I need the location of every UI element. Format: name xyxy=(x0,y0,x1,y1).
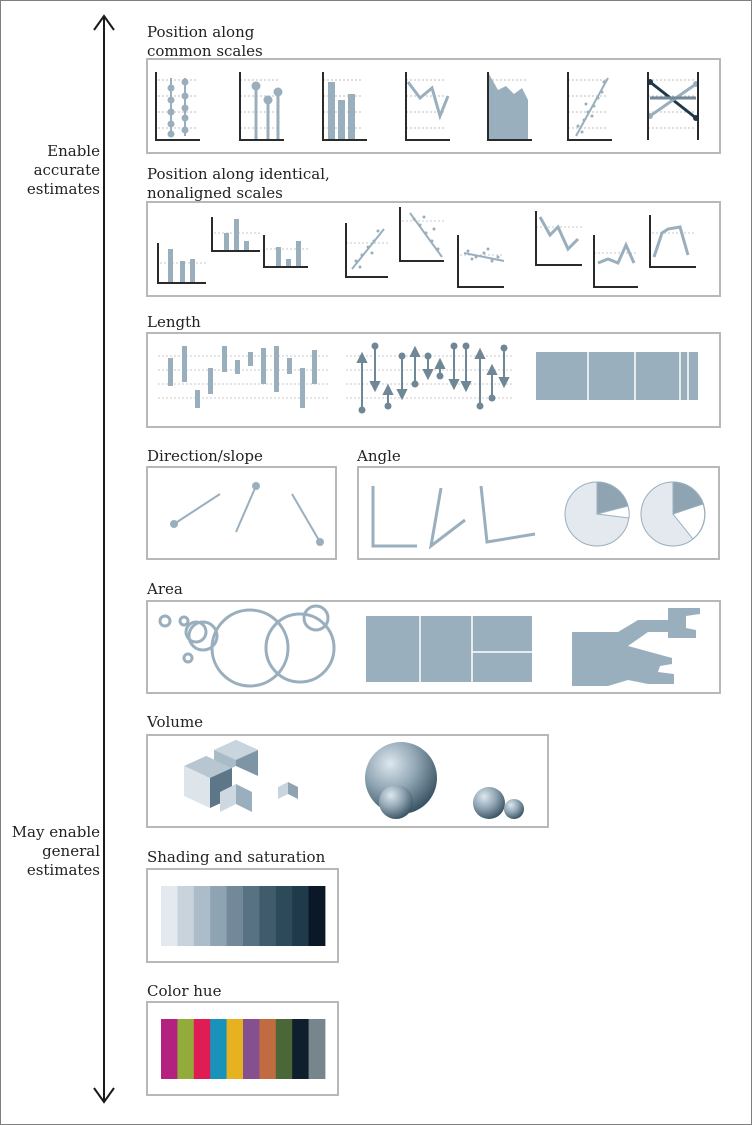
hue-swatch-7 xyxy=(259,1019,277,1079)
position-nonaligned-charts xyxy=(157,207,696,288)
angle-panel xyxy=(357,466,720,560)
title-line: nonaligned scales xyxy=(147,184,283,202)
section-title-length: Length xyxy=(147,313,201,331)
length-panel xyxy=(146,332,721,428)
hue-swatch-5 xyxy=(226,1019,244,1079)
label-line: Enable xyxy=(47,142,100,160)
label-line: general xyxy=(42,842,100,860)
shading-swatch-10 xyxy=(308,886,326,946)
label-line: estimates xyxy=(26,861,100,879)
shading-swatch-4 xyxy=(210,886,227,946)
length-charts xyxy=(158,342,698,414)
hue-swatch-3 xyxy=(193,1019,211,1079)
position-common-charts xyxy=(155,72,699,141)
section-title-volume: Volume xyxy=(147,713,204,731)
section-title-position-common: Position along common scales xyxy=(147,23,263,61)
may-enable-general-label: May enable general estimates xyxy=(4,823,100,880)
title-line: Position along identical, xyxy=(147,165,330,183)
hue-swatches xyxy=(161,1019,326,1079)
hue-swatch-9 xyxy=(292,1019,309,1079)
volume-panel xyxy=(146,734,549,828)
shading-swatch-2 xyxy=(177,886,195,946)
label-line: May enable xyxy=(11,823,100,841)
shading-swatches xyxy=(161,886,326,946)
shading-swatch-8 xyxy=(275,886,293,946)
section-title-angle: Angle xyxy=(357,447,401,465)
section-title-shading: Shading and saturation xyxy=(147,848,326,866)
area-panel xyxy=(146,600,721,694)
direction-panel xyxy=(146,466,337,560)
volume-charts xyxy=(184,740,524,819)
area-charts xyxy=(158,604,700,688)
title-line: Position along xyxy=(147,23,255,41)
section-title-position-nonaligned: Position along identical, nonaligned sca… xyxy=(147,165,330,203)
shading-panel xyxy=(146,868,339,963)
hue-swatch-6 xyxy=(243,1019,260,1079)
shading-swatch-7 xyxy=(259,886,277,946)
direction-charts xyxy=(170,482,324,546)
hue-swatch-1 xyxy=(161,1019,178,1079)
shading-swatch-6 xyxy=(243,886,260,946)
shading-swatch-3 xyxy=(193,886,211,946)
shading-swatch-9 xyxy=(292,886,309,946)
shading-swatch-1 xyxy=(161,886,178,946)
hue-swatch-4 xyxy=(210,1019,227,1079)
label-line: accurate xyxy=(33,161,100,179)
hue-panel xyxy=(146,1001,339,1096)
section-title-direction: Direction/slope xyxy=(147,447,263,465)
position-nonaligned-panel xyxy=(146,201,721,297)
hue-swatch-10 xyxy=(308,1019,326,1079)
hue-swatch-8 xyxy=(275,1019,293,1079)
section-title-area: Area xyxy=(147,580,183,598)
title-line: common scales xyxy=(147,42,263,60)
label-line: estimates xyxy=(26,180,100,198)
shading-swatch-5 xyxy=(226,886,244,946)
section-title-hue: Color hue xyxy=(147,982,222,1000)
hue-swatch-2 xyxy=(177,1019,195,1079)
position-common-panel xyxy=(146,58,721,154)
enable-accurate-label: Enable accurate estimates xyxy=(20,142,100,199)
angle-charts xyxy=(371,481,706,550)
